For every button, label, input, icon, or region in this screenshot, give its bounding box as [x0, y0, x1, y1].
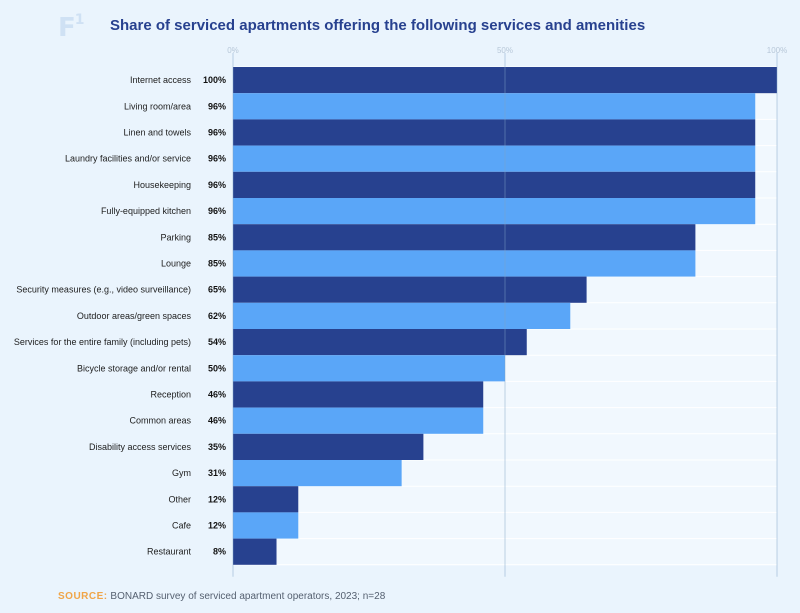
value-label: 12%	[208, 494, 226, 504]
category-label: Outdoor areas/green spaces	[77, 311, 192, 321]
bar	[233, 407, 484, 434]
value-label: 85%	[208, 259, 226, 269]
bar	[233, 302, 571, 329]
bar	[233, 512, 299, 539]
value-label: 96%	[208, 180, 226, 190]
bar	[233, 486, 299, 513]
chart-title: Share of serviced apartments offering th…	[110, 17, 646, 34]
bar	[233, 538, 277, 565]
brand-logo: F1	[58, 12, 84, 43]
category-label: Security measures (e.g., video surveilla…	[16, 285, 191, 295]
category-label: Fully-equipped kitchen	[101, 206, 191, 216]
value-label: 46%	[208, 390, 226, 400]
value-label: 96%	[208, 154, 226, 164]
category-label: Common areas	[129, 416, 191, 426]
category-label: Other	[168, 494, 191, 504]
category-label: Disability access services	[89, 442, 192, 452]
value-label: 31%	[208, 468, 226, 478]
bar	[233, 355, 505, 382]
value-label: 54%	[208, 337, 226, 347]
value-label: 50%	[208, 363, 226, 373]
bar	[233, 250, 696, 277]
bar	[233, 93, 756, 120]
value-label: 96%	[208, 101, 226, 111]
logo-letter: F	[58, 13, 76, 43]
bar	[233, 119, 756, 146]
source-note: SOURCE: BONARD survey of serviced apartm…	[58, 591, 385, 602]
bar	[233, 276, 587, 303]
value-label: 85%	[208, 232, 226, 242]
value-label: 46%	[208, 416, 226, 426]
bar	[233, 329, 527, 356]
category-label: Lounge	[161, 259, 191, 269]
category-label: Restaurant	[147, 547, 192, 557]
value-label: 96%	[208, 206, 226, 216]
bar	[233, 198, 756, 225]
bar	[233, 171, 756, 198]
value-label: 12%	[208, 521, 226, 531]
bar	[233, 381, 484, 408]
logo-superscript: 1	[74, 12, 85, 28]
x-tick-label: 0%	[227, 46, 239, 55]
bar	[233, 224, 696, 251]
value-label: 96%	[208, 128, 226, 138]
source-text: BONARD survey of serviced apartment oper…	[110, 591, 386, 602]
bar	[233, 460, 402, 487]
value-label: 100%	[203, 75, 226, 85]
value-label: 62%	[208, 311, 226, 321]
x-tick-label: 100%	[767, 46, 787, 55]
category-label: Housekeeping	[133, 180, 191, 190]
category-label: Living room/area	[124, 101, 191, 111]
value-label: 8%	[213, 547, 226, 557]
value-label: 35%	[208, 442, 226, 452]
bar	[233, 433, 424, 460]
category-label: Laundry facilities and/or service	[65, 154, 191, 164]
category-label: Linen and towels	[123, 128, 191, 138]
category-label: Services for the entire family (includin…	[14, 337, 191, 347]
category-label: Gym	[172, 468, 191, 478]
category-label: Bicycle storage and/or rental	[77, 363, 191, 373]
value-label: 65%	[208, 285, 226, 295]
category-label: Internet access	[130, 75, 192, 85]
source-label: SOURCE:	[58, 591, 108, 602]
category-label: Reception	[150, 390, 191, 400]
category-label: Parking	[160, 232, 191, 242]
x-tick-label: 50%	[497, 46, 513, 55]
bar	[233, 145, 756, 172]
category-label: Cafe	[172, 521, 191, 531]
